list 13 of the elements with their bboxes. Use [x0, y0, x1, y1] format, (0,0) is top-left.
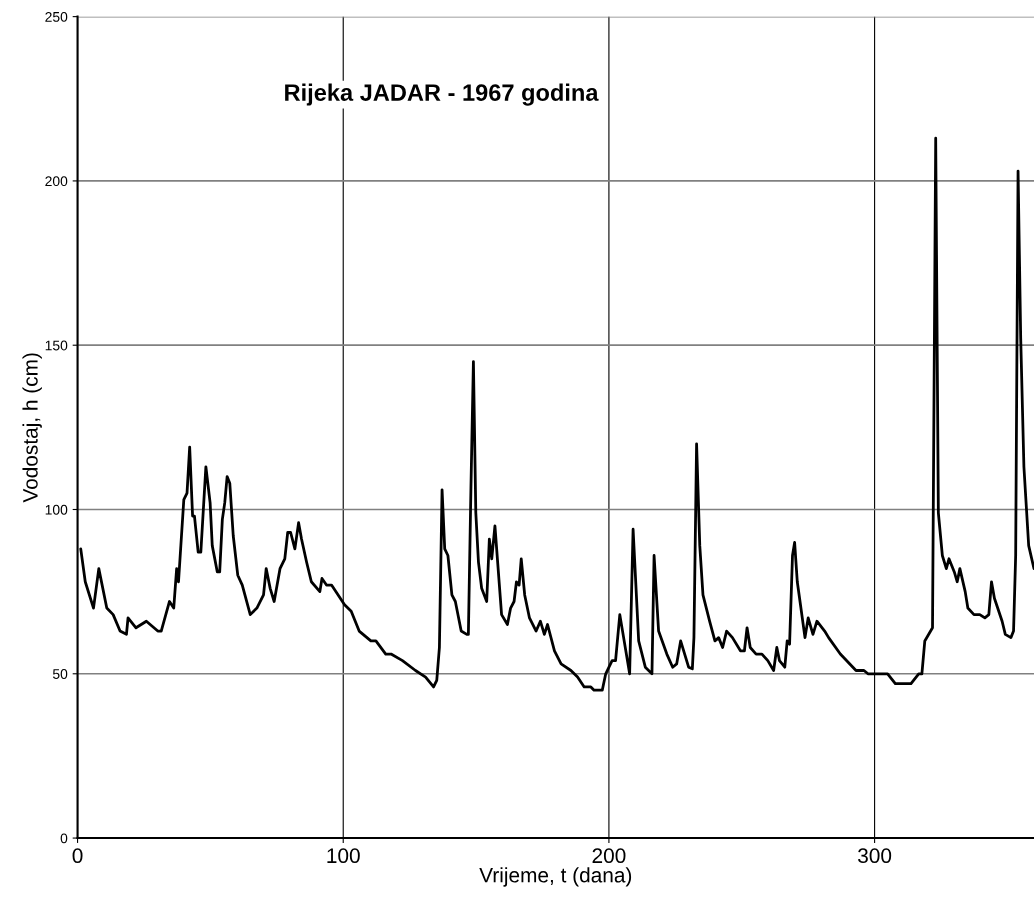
y-tick-label: 100 — [45, 504, 68, 515]
x-tick-label: 0 — [72, 848, 83, 864]
y-tick-label: 0 — [60, 833, 68, 844]
text: Rijeka JADAR - 1967 godina — [285, 83, 599, 106]
x-axis-title: Vrijeme, t (dana) — [479, 867, 632, 887]
y-tick-label: 150 — [45, 340, 68, 351]
y-tick-label: 50 — [52, 669, 68, 679]
x-tick-label: 100 — [327, 848, 360, 864]
y-axis-title: Vodostaj, h (cm) — [22, 353, 42, 503]
y-tick-label: 250 — [45, 11, 68, 22]
x-tick-label: 200 — [592, 848, 626, 864]
y-tick-label: 200 — [45, 176, 68, 187]
x-tick-label: 300 — [858, 848, 892, 864]
